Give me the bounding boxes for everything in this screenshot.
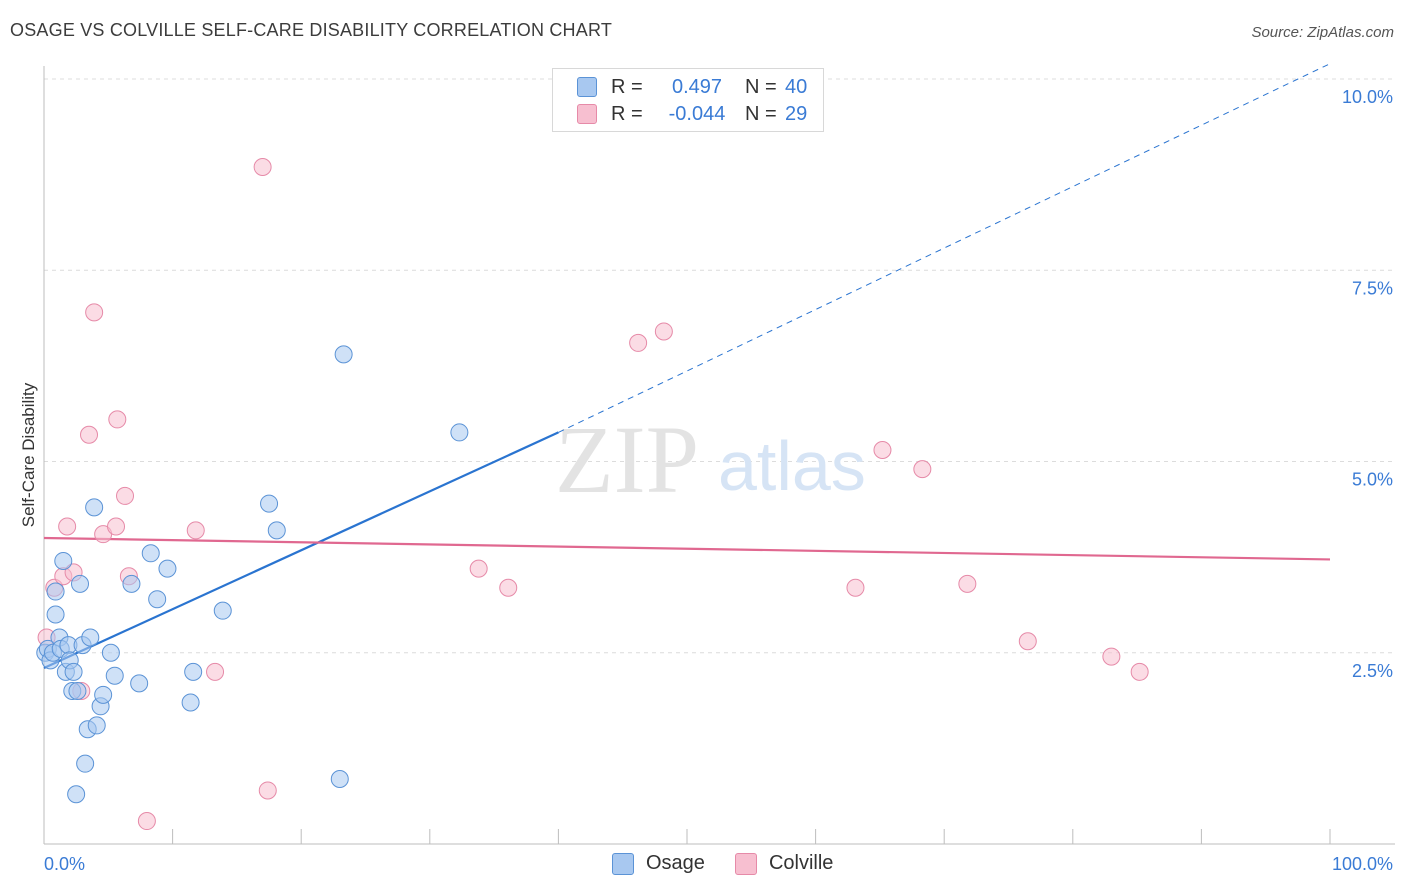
colville-point — [499, 578, 518, 597]
legend-r-label: R = — [611, 75, 643, 98]
legend-n-label: N = — [745, 75, 777, 98]
colville-point — [186, 521, 205, 540]
tick-labels: 2.5% 5.0% 7.5% 10.0% 0.0% 100.0% — [44, 87, 1393, 874]
osage-swatch — [612, 852, 634, 875]
osage-point — [330, 769, 349, 788]
colville-point — [108, 410, 127, 429]
osage-point — [81, 628, 100, 647]
osage-trend-line — [43, 431, 559, 670]
colville-point — [85, 303, 104, 322]
osage-point — [334, 345, 353, 364]
legend-osage-r: 0.497 — [671, 75, 723, 98]
y-tick-label: 7.5% — [1352, 278, 1393, 298]
colville-point — [913, 460, 932, 479]
bottom-legend: Osage Colville — [612, 852, 863, 875]
osage-point — [122, 574, 141, 593]
colville-point — [846, 578, 865, 597]
osage-point — [181, 693, 200, 712]
legend-row-osage: R = 0.497 N = 40 — [577, 74, 825, 100]
osage-swatch — [577, 77, 597, 97]
colville-point — [206, 662, 225, 681]
colville-point — [116, 486, 135, 505]
colville-point — [107, 517, 126, 536]
colville-point — [137, 812, 156, 831]
grid-lines — [44, 78, 1395, 654]
osage-point — [267, 521, 286, 540]
colville-point — [1130, 662, 1149, 681]
osage-point — [54, 551, 73, 570]
osage-point — [71, 574, 90, 593]
y-tick-label: 2.5% — [1352, 661, 1393, 681]
osage-point — [64, 662, 83, 681]
osage-point — [101, 643, 120, 662]
osage-point — [76, 754, 95, 773]
legend-osage-n: 40 — [785, 75, 808, 98]
colville-trend-line — [43, 536, 1331, 561]
osage-point — [67, 785, 86, 804]
osage-point — [158, 559, 177, 578]
watermark: ZIP atlas — [555, 406, 866, 513]
osage-point — [87, 716, 106, 735]
legend-row-colville: R = -0.044 N = 29 — [577, 101, 825, 127]
trend-lines — [43, 63, 1331, 670]
chart-title: OSAGE VS COLVILLE SELF-CARE DISABILITY C… — [10, 20, 613, 40]
osage-point — [94, 685, 113, 704]
colville-point — [258, 781, 277, 800]
bottom-legend-osage: Osage — [612, 852, 705, 875]
colville-point — [958, 574, 977, 593]
bottom-legend-colville: Colville — [734, 852, 834, 875]
osage-point — [68, 682, 87, 700]
watermark-atlas: atlas — [718, 427, 866, 505]
legend-box: R = 0.497 N = 40 R = -0.044 N = 29 — [552, 68, 824, 132]
osage-point — [148, 590, 167, 609]
legend-r-label: R = — [611, 102, 643, 125]
osage-point — [105, 666, 124, 685]
colville-swatch — [577, 104, 597, 124]
osage-point — [450, 423, 469, 442]
x-tick-label: 100.0% — [1332, 854, 1393, 874]
osage-point — [85, 498, 104, 517]
axes — [43, 66, 1395, 845]
y-tick-label: 5.0% — [1352, 470, 1393, 490]
osage-point — [46, 605, 65, 624]
osage-point — [213, 601, 232, 620]
colville-point — [654, 322, 673, 341]
colville-point — [1018, 632, 1037, 651]
bottom-legend-osage-label: Osage — [646, 852, 705, 874]
bottom-legend-colville-label: Colville — [768, 852, 834, 874]
colville-point — [58, 517, 77, 536]
source-label: Source: ZipAtlas.com — [1251, 24, 1394, 41]
x-tick-label: 0.0% — [44, 854, 85, 874]
colville-point — [629, 333, 648, 352]
colville-point — [469, 559, 488, 578]
colville-point — [80, 425, 99, 444]
osage-point — [141, 544, 160, 563]
osage-point — [260, 494, 279, 513]
colville-point — [1102, 647, 1121, 666]
y-tick-label: 10.0% — [1342, 87, 1393, 107]
osage-point — [184, 662, 203, 681]
osage-point — [130, 674, 149, 693]
watermark-zip: ZIP — [555, 406, 699, 513]
colville-swatch — [734, 852, 757, 875]
colville-point — [873, 441, 892, 460]
scatter-points — [36, 157, 1149, 831]
y-axis-label: Self-Care Disability — [19, 382, 38, 527]
legend-n-label: N = — [745, 102, 777, 125]
colville-point — [253, 157, 272, 176]
legend-colville-n: 29 — [785, 102, 808, 125]
osage-point — [46, 582, 65, 601]
legend-colville-r: -0.044 — [668, 102, 726, 125]
